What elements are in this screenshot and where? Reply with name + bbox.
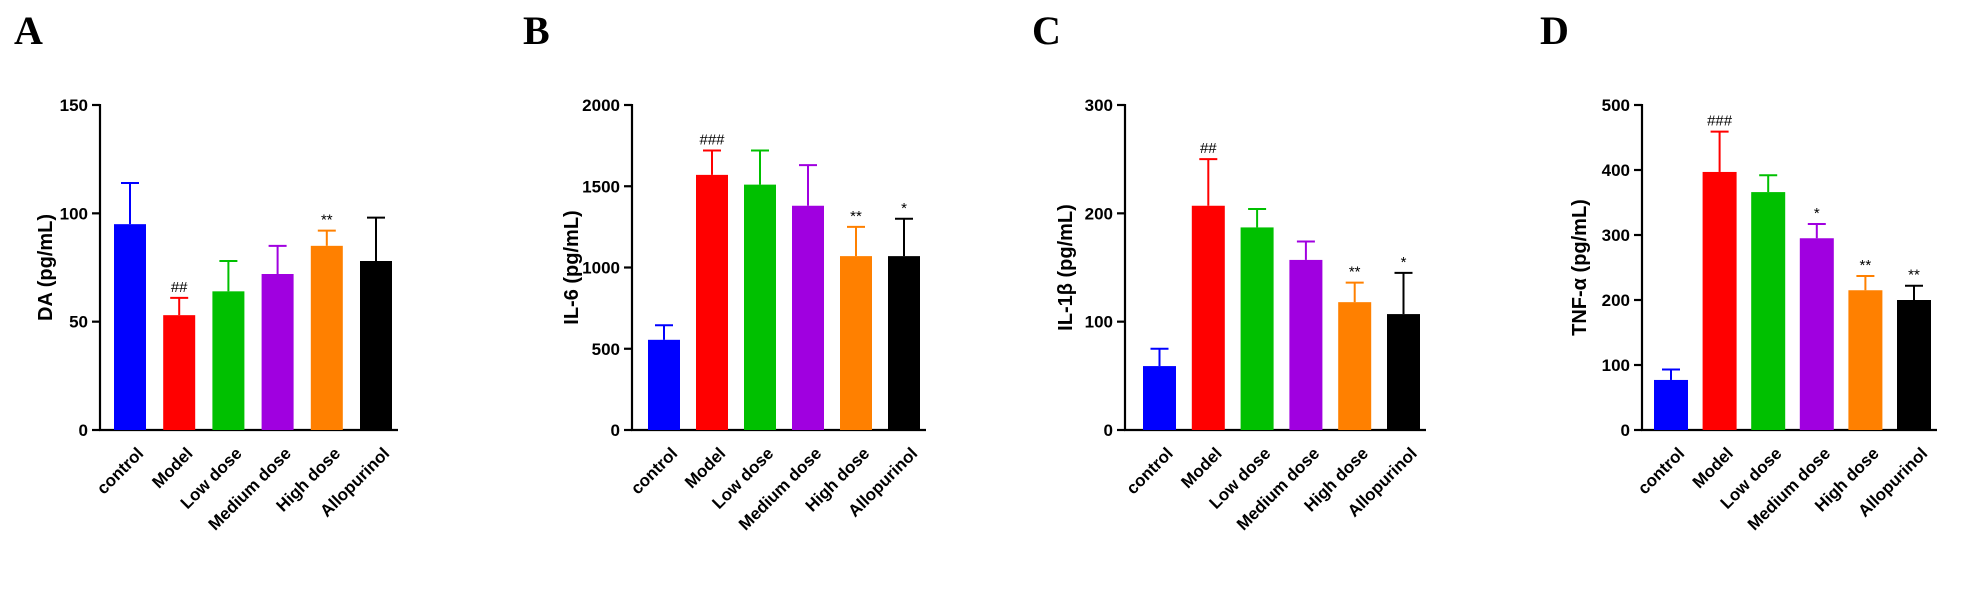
significance-label: ### [1707,113,1733,130]
y-tick-label: 0 [611,421,620,440]
y-tick-label: 100 [1602,356,1630,375]
y-tick-label: 0 [1621,421,1630,440]
y-tick-label: 200 [1085,204,1113,223]
bar-medium-dose [1289,259,1323,430]
y-axis-title: IL-6 (pg/mL) [561,210,583,324]
bar-high-dose [1848,290,1883,430]
bar-high-dose [310,245,343,430]
y-tick-label: 300 [1602,226,1630,245]
bar-low-dose [744,184,776,430]
panel-letter: B [523,8,550,53]
y-tick-label: 1000 [582,259,620,278]
bar-high-dose [840,256,872,430]
significance-label: ## [1200,140,1217,157]
y-tick-label: 150 [60,96,88,115]
significance-label: * [1401,254,1407,271]
y-axis-title: DA (pg/mL) [35,214,57,321]
bar-model [1702,171,1737,430]
bar-control [648,339,680,430]
significance-label: ** [1349,264,1361,281]
bar-control [1654,379,1688,430]
significance-label: ** [321,212,333,229]
significance-label: ** [850,208,862,225]
category-label: control [93,444,147,498]
y-tick-label: 500 [592,340,620,359]
y-tick-label: 100 [60,204,88,223]
category-label: control [1634,444,1688,498]
significance-label: ## [171,279,188,296]
bar-allopurinol [360,261,392,430]
significance-label: ### [699,132,725,149]
bar-control [1143,366,1176,430]
bar-control [114,224,146,430]
y-tick-label: 2000 [582,96,620,115]
bar-medium-dose [1799,238,1834,430]
bar-model [163,315,196,430]
panel-d: D 0 100 200 300 400 500 TNF-α (pg/mL) control ###… [1540,8,1937,534]
bar-low-dose [1240,227,1274,430]
panel-letter: C [1032,8,1061,53]
y-tick-label: 400 [1602,161,1630,180]
bar-low-dose [212,291,245,430]
y-tick-label: 200 [1602,291,1630,310]
category-label: Medium dose [735,444,825,534]
category-label: Model [1689,444,1737,492]
bar-allopurinol [888,256,920,430]
bar-medium-dose [792,205,824,430]
bar-allopurinol [1387,314,1420,430]
significance-label: * [901,200,907,217]
y-tick-label: 50 [69,313,88,332]
y-tick-label: 300 [1085,96,1113,115]
panel-letter: D [1540,8,1569,53]
panel-letter: A [14,8,43,53]
bar-model [1191,205,1225,430]
y-tick-label: 1500 [582,177,620,196]
bar-model [696,174,728,430]
panel-b: B 0 500 1000 1500 2000 IL-6 (pg/mL) control ### M… [523,8,926,534]
bar-low-dose [1751,192,1786,430]
category-label: Model [148,444,196,492]
significance-label: ** [1908,267,1920,284]
y-axis-title: TNF-α (pg/mL) [1569,199,1591,336]
bar-allopurinol [1897,300,1931,430]
category-label: Model [1177,444,1225,492]
bar-medium-dose [261,274,294,430]
y-tick-label: 100 [1085,313,1113,332]
significance-label: * [1814,205,1820,222]
y-tick-label: 0 [79,421,88,440]
category-label: control [627,444,681,498]
significance-label: ** [1860,257,1872,274]
y-tick-label: 0 [1104,421,1113,440]
y-tick-label: 500 [1602,96,1630,115]
category-label: control [1123,444,1177,498]
y-axis-title: IL-1β (pg/mL) [1055,204,1077,331]
bar-high-dose [1338,302,1372,430]
